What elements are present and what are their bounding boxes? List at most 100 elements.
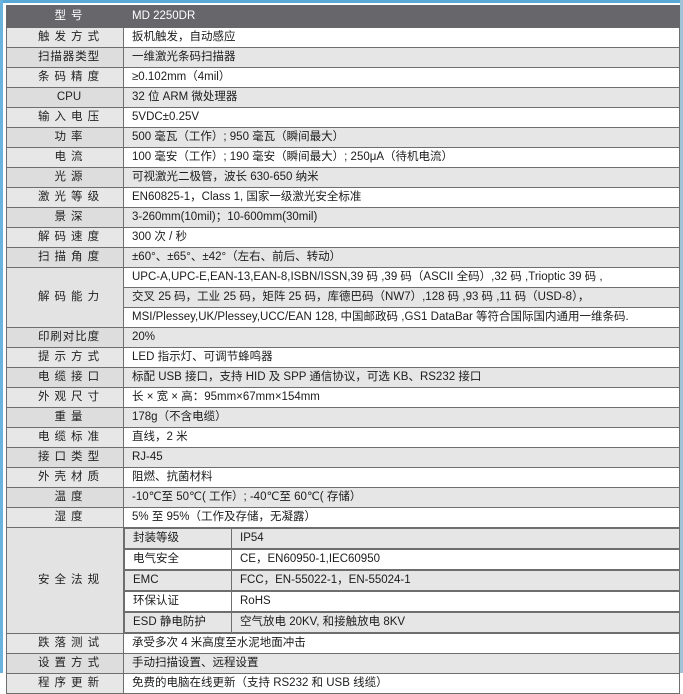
row-label: 解 码 速 度 xyxy=(6,227,124,248)
safety-item-value: IP54 xyxy=(231,528,680,549)
safety-item-value: 空气放电 20KV, 和接触放电 8KV xyxy=(231,612,680,633)
row-value: 100 毫安（工作）; 190 毫安（瞬间最大）; 250μA（待机电流） xyxy=(123,147,680,168)
table-row-safety: EMC FCC，EN-55022-1，EN-55024-1 xyxy=(7,570,680,591)
safety-subrow: ESD 静电防护 空气放电 20KV, 和接触放电 8KV xyxy=(124,612,680,634)
safety-item-value: FCC，EN-55022-1，EN-55024-1 xyxy=(231,570,680,591)
row-label: 扫描器类型 xyxy=(6,47,124,68)
table-row: 解 码 速 度 300 次 / 秒 xyxy=(6,227,680,248)
safety-item-value: CE，EN60950-1,IEC60950 xyxy=(231,549,680,570)
row-value-decode-line: MSI/Plessey,UK/Plessey,UCC/EAN 128, 中国邮政… xyxy=(123,307,680,328)
table-row: CPU 32 位 ARM 微处理器 xyxy=(6,87,680,108)
row-label: 接 口 类 型 xyxy=(6,447,124,468)
row-label: 触 发 方 式 xyxy=(6,27,124,48)
row-value: LED 指示灯、可调节蜂鸣器 xyxy=(123,347,680,368)
row-label: 跌 落 测 试 xyxy=(6,633,124,654)
row-label: 光 源 xyxy=(6,167,124,188)
row-label: 激 光 等 级 xyxy=(6,187,124,208)
table-row: 条 码 精 度 ≥0.102mm（4mil） xyxy=(6,67,680,88)
row-value: EN60825-1，Class 1, 国家一级激光安全标准 xyxy=(123,187,680,208)
row-value-decode-line: 交叉 25 码，工业 25 码，矩阵 25 码，库德巴码（NW7）,128 码 … xyxy=(123,287,680,308)
table-row: 电 缆 标 准直线，2 米 xyxy=(6,427,680,448)
row-value: -10℃至 50℃( 工作）; -40℃至 60℃( 存储） xyxy=(123,487,680,508)
row-label: 外 壳 材 质 xyxy=(6,467,124,488)
safety-item-name: 电气安全 xyxy=(124,549,232,570)
table-row-decode: MSI/Plessey,UK/Plessey,UCC/EAN 128, 中国邮政… xyxy=(7,307,680,328)
top-accent-rule xyxy=(0,0,683,3)
safety-subtable: 电气安全 CE，EN60950-1,IEC60950 xyxy=(124,549,680,570)
row-value: 5% 至 95%（工作及存储，无凝露） xyxy=(123,507,680,528)
row-label: 湿 度 xyxy=(6,507,124,528)
safety-subtable: 环保认证 RoHS xyxy=(124,591,680,612)
table-row: 扫 描 角 度 ±60°、±65°、±42°（左右、前后、转动） xyxy=(6,247,680,268)
row-label: 功 率 xyxy=(6,127,124,148)
row-label: CPU xyxy=(6,87,124,108)
row-value: 标配 USB 接口，支持 HID 及 SPP 通信协议，可选 KB、RS232 … xyxy=(123,367,680,388)
safety-item-value: RoHS xyxy=(231,591,680,612)
row-label: 印刷对比度 xyxy=(6,327,124,348)
row-value: 20% xyxy=(123,327,680,348)
table-row: 温 度 -10℃至 50℃( 工作）; -40℃至 60℃( 存储） xyxy=(6,487,680,508)
table-row: 景 深 3-260mm(10mil)；10-600mm(30mil) xyxy=(6,207,680,228)
row-value: 阻燃、抗菌材料 xyxy=(123,467,680,488)
row-value: ≥0.102mm（4mil） xyxy=(123,67,680,88)
safety-subtable: EMC FCC，EN-55022-1，EN-55024-1 xyxy=(124,570,680,591)
row-label-safety: 安 全 法 规 xyxy=(6,527,124,634)
top-accent-rule-inner xyxy=(0,3,683,5)
row-value: 扳机触发，自动感应 xyxy=(123,27,680,48)
row-value: 免费的电脑在线更新（支持 RS232 和 USB 线缆） xyxy=(123,673,680,694)
table-row: 设 置 方 式手动扫描设置、远程设置 xyxy=(6,653,680,674)
table-row: 功 率 500 毫瓦（工作）; 950 毫瓦（瞬间最大） xyxy=(6,127,680,148)
table-row: 电 缆 接 口标配 USB 接口，支持 HID 及 SPP 通信协议，可选 KB… xyxy=(6,367,680,388)
row-value: RJ-45 xyxy=(123,447,680,468)
left-accent-rule-inner xyxy=(3,5,6,673)
safety-item-name: ESD 静电防护 xyxy=(124,612,232,633)
row-value: 3-260mm(10mil)；10-600mm(30mil) xyxy=(123,207,680,228)
row-value: 手动扫描设置、远程设置 xyxy=(123,653,680,674)
left-accent-rule xyxy=(0,0,3,673)
row-value: 300 次 / 秒 xyxy=(123,227,680,248)
row-label: 提 示 方 式 xyxy=(6,347,124,368)
safety-item-name: 封装等级 xyxy=(124,528,232,549)
safety-subrow: EMC FCC，EN-55022-1，EN-55024-1 xyxy=(124,570,680,591)
row-label: 电 缆 标 准 xyxy=(6,427,124,448)
row-value: 可视激光二极管，波长 630-650 纳米 xyxy=(123,167,680,188)
row-label: 外 观 尺 寸 xyxy=(6,387,124,408)
table-row: 提 示 方 式 LED 指示灯、可调节蜂鸣器 xyxy=(6,347,680,368)
row-label: 重 量 xyxy=(6,407,124,428)
table-row: 程 序 更 新免费的电脑在线更新（支持 RS232 和 USB 线缆） xyxy=(6,673,680,694)
row-value: ±60°、±65°、±42°（左右、前后、转动） xyxy=(123,247,680,268)
row-value: 一维激光条码扫描器 xyxy=(123,47,680,68)
table-row-safety: 环保认证 RoHS xyxy=(7,591,680,612)
row-label: 型 号 xyxy=(6,5,124,28)
specification-table: 型 号 MD 2250DR 触 发 方 式扳机触发，自动感应 扫描器类型 一维激光条码扫… xyxy=(6,5,680,694)
table-row-safety: 电气安全 CE，EN60950-1,IEC60950 xyxy=(7,549,680,570)
row-label: 设 置 方 式 xyxy=(6,653,124,674)
row-label: 温 度 xyxy=(6,487,124,508)
row-label: 输 入 电 压 xyxy=(6,107,124,128)
table-row-decode: 交叉 25 码，工业 25 码，矩阵 25 码，库德巴码（NW7）,128 码 … xyxy=(7,287,680,308)
row-label: 程 序 更 新 xyxy=(6,673,124,694)
table-row: 外 壳 材 质阻燃、抗菌材料 xyxy=(6,467,680,488)
safety-item-name: EMC xyxy=(124,570,232,591)
row-label: 扫 描 角 度 xyxy=(6,247,124,268)
row-value: 500 毫瓦（工作）; 950 毫瓦（瞬间最大） xyxy=(123,127,680,148)
table-row: 接 口 类 型 RJ-45 xyxy=(6,447,680,468)
row-label: 电 缆 接 口 xyxy=(6,367,124,388)
table-row: 电 流 100 毫安（工作）; 190 毫安（瞬间最大）; 250μA（待机电流） xyxy=(6,147,680,168)
specification-table-body: 型 号 MD 2250DR 触 发 方 式扳机触发，自动感应 扫描器类型 一维激光条码扫… xyxy=(6,5,680,694)
table-row: 激 光 等 级 EN60825-1，Class 1, 国家一级激光安全标准 xyxy=(6,187,680,208)
table-row: 触 发 方 式扳机触发，自动感应 xyxy=(6,27,680,48)
table-row: 重 量 178g（不含电缆） xyxy=(6,407,680,428)
row-value: MD 2250DR xyxy=(123,5,680,28)
table-row: 扫描器类型 一维激光条码扫描器 xyxy=(6,47,680,68)
row-value: 承受多次 4 米高度至水泥地面冲击 xyxy=(123,633,680,654)
row-label: 景 深 xyxy=(6,207,124,228)
row-value: 5VDC±0.25V xyxy=(123,107,680,128)
table-row: 湿 度 5% 至 95%（工作及存储，无凝露） xyxy=(6,507,680,528)
row-value: 直线，2 米 xyxy=(123,427,680,448)
table-row-model: 型 号 MD 2250DR xyxy=(6,5,680,28)
table-row: 光 源可视激光二极管，波长 630-650 纳米 xyxy=(6,167,680,188)
safety-item-name: 环保认证 xyxy=(124,591,232,612)
safety-subrow: 电气安全 CE，EN60950-1,IEC60950 xyxy=(124,549,680,570)
